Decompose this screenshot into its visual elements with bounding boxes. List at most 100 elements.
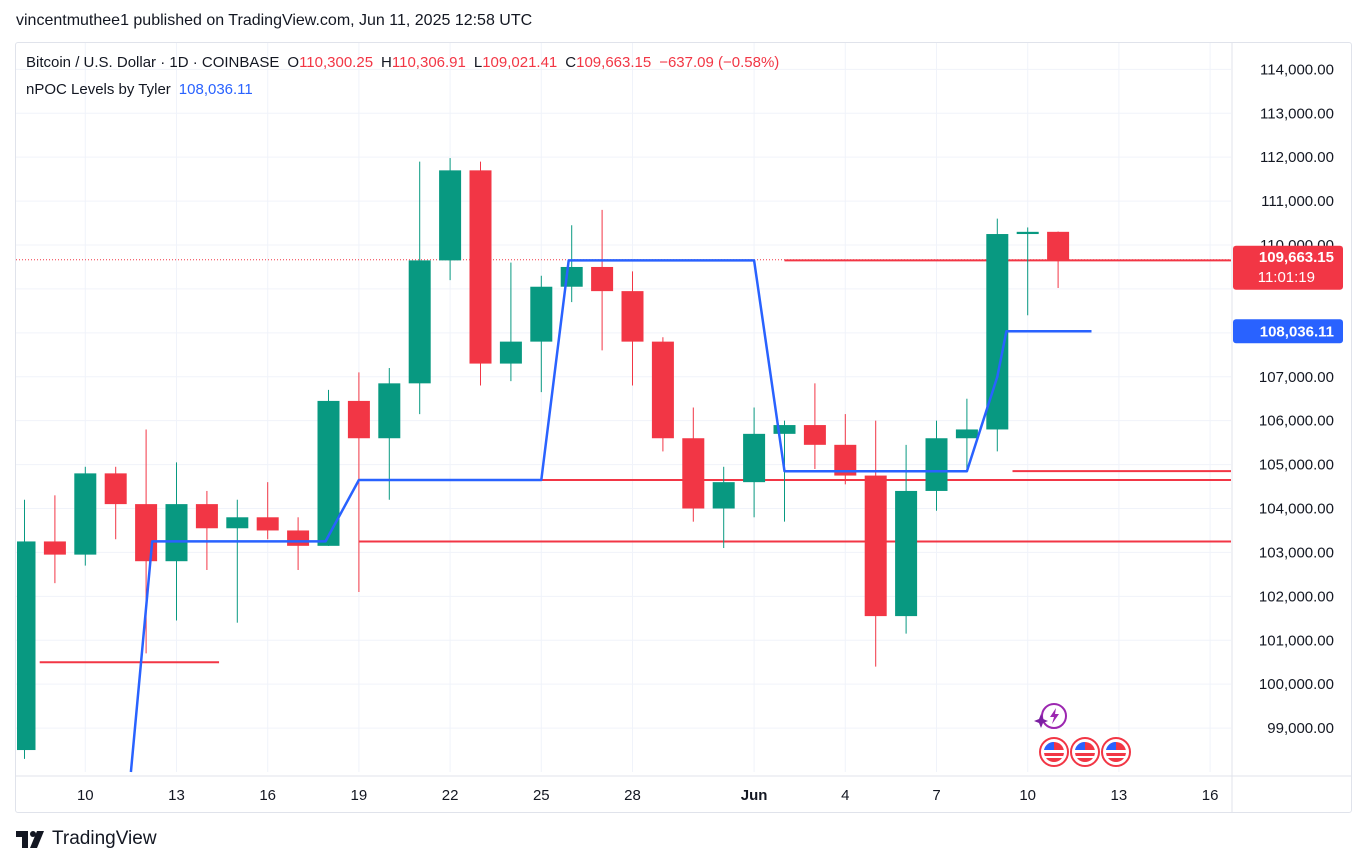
candle <box>591 209 614 351</box>
high-label: H <box>381 54 392 71</box>
indicator-legend[interactable]: nPOC Levels by Tyler 108,036.11 <box>26 81 253 98</box>
candle-body <box>651 341 674 439</box>
candle <box>74 466 97 566</box>
tradingview-logo-icon <box>16 831 44 848</box>
candle <box>104 466 127 540</box>
poc-line-group <box>129 259 1092 773</box>
x-tick-label: 10 <box>77 787 94 804</box>
high-value: 110,306.91 <box>391 54 466 71</box>
candle <box>864 420 887 667</box>
candle-body <box>803 425 826 445</box>
candle-body <box>347 400 370 439</box>
candle-body <box>74 473 97 555</box>
candle <box>834 414 857 485</box>
candle <box>378 367 401 500</box>
x-tick-label: 10 <box>1019 787 1036 804</box>
last-price-label: 109,663.15 11:01:19 <box>1233 245 1343 290</box>
candle-body <box>17 541 36 751</box>
candle <box>803 383 826 469</box>
y-tick-label: 113,000.00 <box>1260 105 1334 122</box>
candle <box>43 495 66 584</box>
candle <box>195 490 218 570</box>
candle-body <box>773 425 796 434</box>
footer-brand[interactable]: TradingView <box>16 828 157 850</box>
x-tick-label: 4 <box>841 787 849 804</box>
us-flag-event-icon[interactable] <box>1101 737 1131 767</box>
candle <box>955 398 978 469</box>
candle <box>408 161 431 415</box>
x-tick-label: Jun <box>741 787 768 804</box>
candle-body <box>408 260 431 384</box>
poc-price-value: 108,036.11 <box>1260 323 1334 340</box>
candle-body <box>895 490 918 617</box>
candle-body <box>1047 231 1070 260</box>
close-label: C <box>565 54 577 71</box>
y-tick-label: 104,000.00 <box>1259 501 1334 518</box>
us-flag-event-icon[interactable] <box>1039 737 1069 767</box>
candle <box>1016 227 1039 316</box>
x-tick-label: 28 <box>624 787 641 804</box>
candle-body <box>621 291 644 342</box>
candle-body <box>165 504 188 562</box>
grid-lines <box>16 43 1351 812</box>
close-value: 109,663.15 <box>576 54 652 71</box>
candle-body <box>439 170 462 261</box>
low-value: 109,021.41 <box>482 54 558 71</box>
candle-body <box>712 482 735 509</box>
candle-body <box>955 429 978 439</box>
open-label: O <box>287 54 300 71</box>
y-tick-label: 105,000.00 <box>1259 457 1334 474</box>
x-tick-label: 25 <box>533 787 550 804</box>
lightning-event-icon[interactable] <box>1034 703 1067 729</box>
candle-body <box>226 517 249 529</box>
candle <box>925 420 948 511</box>
candle-body <box>591 266 614 292</box>
candle <box>287 517 310 570</box>
candle <box>986 218 1009 452</box>
candle-body <box>530 286 553 342</box>
candle-body <box>469 170 492 364</box>
chart-frame <box>15 42 1352 813</box>
us-flag-event-icon[interactable] <box>1070 737 1100 767</box>
y-tick-label: 111,000.00 <box>1261 193 1334 210</box>
y-tick-label: 102,000.00 <box>1259 588 1334 605</box>
candle <box>1047 231 1070 288</box>
time-axis[interactable]: 10 13 16 19 22 25 28 Jun 4 7 10 13 16 <box>77 787 1218 804</box>
candle <box>651 337 674 452</box>
price-axis[interactable]: 99,000.00 100,000.00 101,000.00 102,000.00 1… <box>1259 61 1334 737</box>
candle-body <box>317 400 340 546</box>
brand-name: TradingView <box>52 828 157 849</box>
ohlc-legend[interactable]: Bitcoin / U.S. Dollar · 1D · COINBASE O 11… <box>26 54 779 71</box>
symbol-title[interactable]: Bitcoin / U.S. Dollar · 1D · COINBASE <box>26 54 280 71</box>
candles <box>17 158 1070 759</box>
candle-body <box>834 444 857 476</box>
event-icons[interactable] <box>1034 703 1131 767</box>
candle-body <box>104 473 127 505</box>
candle-body <box>499 341 522 364</box>
candle-body <box>43 541 66 555</box>
candle <box>682 407 705 522</box>
candle <box>226 499 249 623</box>
x-tick-label: 22 <box>442 787 459 804</box>
candle-body <box>378 383 401 439</box>
candle <box>317 389 340 546</box>
candle-countdown: 11:01:19 <box>1258 269 1315 286</box>
publish-info: vincentmuthee1 published on TradingView.… <box>16 12 533 29</box>
candle <box>712 466 735 549</box>
indicator-name[interactable]: nPOC Levels by Tyler <box>26 81 171 98</box>
candle-body <box>195 504 218 529</box>
candle-body <box>925 438 948 491</box>
x-tick-label: 16 <box>1202 787 1219 804</box>
candle <box>895 444 918 634</box>
candle-body <box>135 504 158 562</box>
candle-body <box>864 475 887 617</box>
candle-body <box>986 234 1009 430</box>
candle-body <box>256 517 279 531</box>
poc-price-badge <box>1233 319 1343 344</box>
x-tick-label: 13 <box>1111 787 1128 804</box>
change-value: −637.09 (−0.58%) <box>659 54 780 71</box>
y-tick-label: 112,000.00 <box>1260 149 1334 166</box>
candle <box>256 482 279 540</box>
y-tick-label: 99,000.00 <box>1267 720 1334 737</box>
